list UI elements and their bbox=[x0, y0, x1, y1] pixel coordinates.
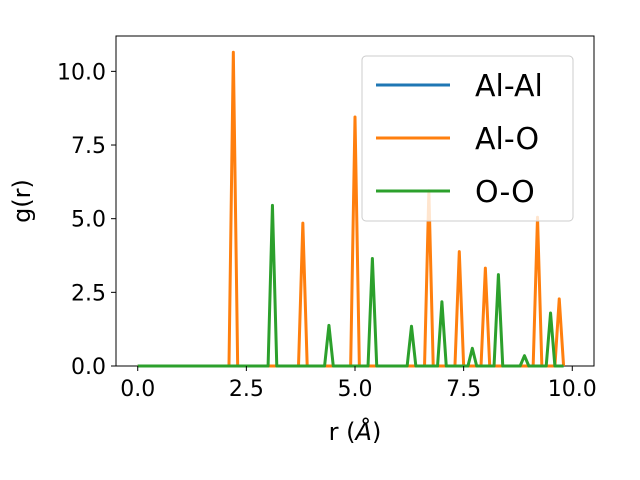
y-axis-label: g(r) bbox=[8, 179, 36, 223]
x-tick-label: 5.0 bbox=[338, 377, 373, 402]
legend-box bbox=[361, 55, 574, 222]
legend-label: Al-O bbox=[475, 122, 539, 157]
x-axis-ticks: 0.0 2.5 5.0 7.5 10.0 bbox=[120, 366, 597, 402]
series-line-o-o bbox=[137, 203, 564, 368]
x-tick-label: 10.0 bbox=[548, 377, 597, 402]
x-tick-label: 0.0 bbox=[120, 377, 155, 402]
y-tick-label: 5.0 bbox=[71, 208, 106, 233]
legend-label: O-O bbox=[475, 175, 535, 210]
y-tick-label: 7.5 bbox=[71, 134, 106, 159]
y-tick-label: 0.0 bbox=[71, 355, 106, 380]
x-tick-label: 7.5 bbox=[446, 377, 481, 402]
legend-label: Al-Al bbox=[475, 69, 543, 104]
y-tick-label: 2.5 bbox=[71, 281, 106, 306]
legend: Al-Al Al-O O-O bbox=[361, 55, 574, 222]
x-axis-label: r (Å) bbox=[329, 417, 382, 446]
y-axis-ticks: 0.0 2.5 5.0 7.5 10.0 bbox=[57, 60, 116, 380]
x-tick-label: 2.5 bbox=[229, 377, 264, 402]
y-tick-label: 10.0 bbox=[57, 60, 106, 85]
